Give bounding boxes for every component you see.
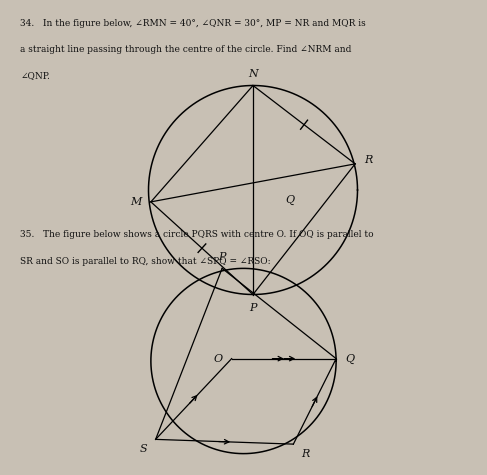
Text: S: S	[140, 444, 148, 454]
Text: R: R	[301, 448, 309, 459]
Text: M: M	[130, 197, 141, 207]
Text: ∠QNP.: ∠QNP.	[20, 71, 50, 80]
Text: N: N	[248, 68, 258, 79]
Text: 34.   In the figure below, ∠RMN = 40°, ∠QNR = 30°, MP = NR and MQR is: 34. In the figure below, ∠RMN = 40°, ∠QN…	[20, 19, 366, 28]
Text: P: P	[218, 251, 226, 262]
Text: R: R	[364, 155, 373, 165]
Text: O: O	[214, 353, 223, 364]
Text: a straight line passing through the centre of the circle. Find ∠NRM and: a straight line passing through the cent…	[20, 45, 352, 54]
Text: SR and SO is parallel to RQ, show that ∠SPQ = ∠RSO:: SR and SO is parallel to RQ, show that ∠…	[20, 256, 271, 266]
Text: 35.   The figure below shows a circle PQRS with centre O. If OQ is parallel to: 35. The figure below shows a circle PQRS…	[20, 230, 374, 239]
Text: Q: Q	[285, 195, 294, 205]
Text: P: P	[249, 303, 257, 313]
Text: Q: Q	[345, 353, 354, 364]
